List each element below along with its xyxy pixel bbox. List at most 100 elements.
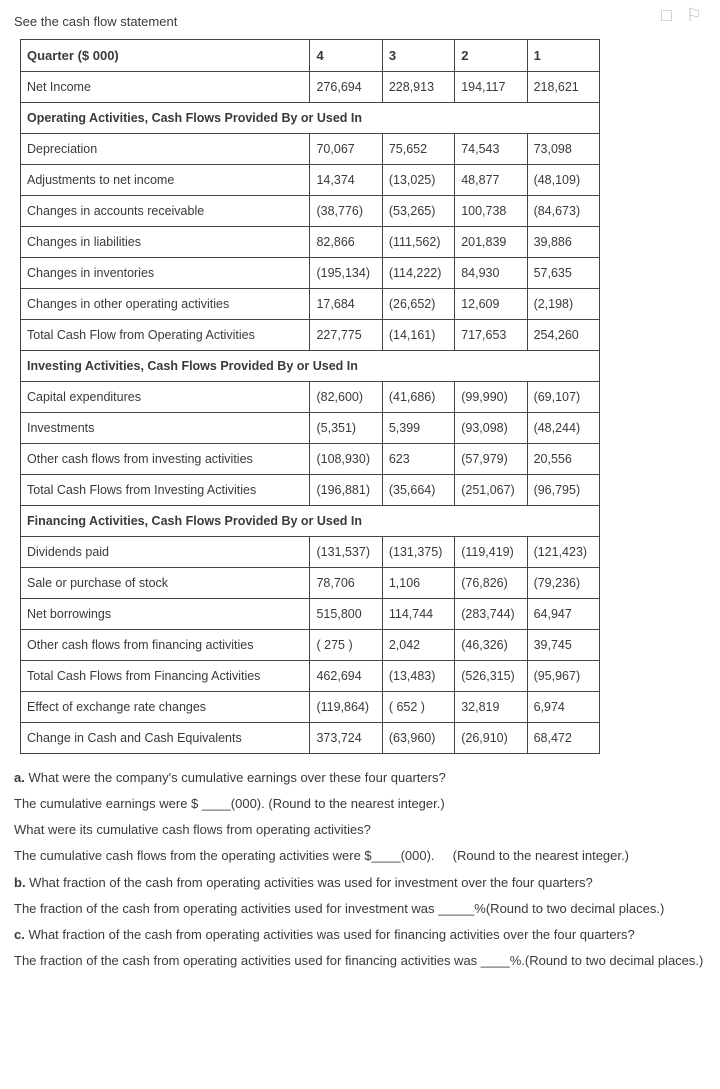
table-row: Change in Cash and Cash Equivalents373,7… — [21, 723, 600, 754]
table-row: Other cash flows from financing activiti… — [21, 630, 600, 661]
cash-flow-table: Quarter ($ 000) 4 3 2 1 Net Income 276,6… — [20, 39, 600, 754]
cell: 74,543 — [455, 134, 527, 165]
row-label: Total Cash Flows from Investing Activiti… — [21, 475, 310, 506]
cell: (131,537) — [310, 537, 382, 568]
question-a-2: What were its cumulative cash flows from… — [14, 820, 706, 840]
cell: 84,930 — [455, 258, 527, 289]
table-row: Dividends paid(131,537)(131,375)(119,419… — [21, 537, 600, 568]
question-a-1: a. What were the company's cumulative ea… — [14, 768, 706, 788]
cell: (35,664) — [382, 475, 454, 506]
header-q2: 2 — [455, 40, 527, 72]
cell: 515,800 — [310, 599, 382, 630]
answer-a-line-2: The cumulative cash flows from the opera… — [14, 846, 706, 866]
cell: 201,839 — [455, 227, 527, 258]
cell: (195,134) — [310, 258, 382, 289]
question-b-label: b. — [14, 875, 26, 890]
cell: 32,819 — [455, 692, 527, 723]
cell: 5,399 — [382, 413, 454, 444]
table-row: Total Cash Flow from Operating Activitie… — [21, 320, 600, 351]
cell: 2,042 — [382, 630, 454, 661]
table-row: Net Income 276,694 228,913 194,117 218,6… — [21, 72, 600, 103]
row-label: Other cash flows from financing activiti… — [21, 630, 310, 661]
cell: 14,374 — [310, 165, 382, 196]
cell: (99,990) — [455, 382, 527, 413]
cell: (119,864) — [310, 692, 382, 723]
table-header-row: Quarter ($ 000) 4 3 2 1 — [21, 40, 600, 72]
row-label: Total Cash Flows from Financing Activiti… — [21, 661, 310, 692]
table-row: Capital expenditures(82,600)(41,686)(99,… — [21, 382, 600, 413]
cell: 276,694 — [310, 72, 382, 103]
cell: 20,556 — [527, 444, 599, 475]
row-label: Depreciation — [21, 134, 310, 165]
table-row: Changes in inventories(195,134)(114,222)… — [21, 258, 600, 289]
cell: (5,351) — [310, 413, 382, 444]
cell: 70,067 — [310, 134, 382, 165]
cell: (95,967) — [527, 661, 599, 692]
question-a-label: a. — [14, 770, 25, 785]
cell: 78,706 — [310, 568, 382, 599]
top-toolbar: □ ⚐ — [661, 6, 702, 24]
cell: (108,930) — [310, 444, 382, 475]
cell: 100,738 — [455, 196, 527, 227]
row-label: Changes in liabilities — [21, 227, 310, 258]
cell: (111,562) — [382, 227, 454, 258]
cell: 82,866 — [310, 227, 382, 258]
cell: (283,744) — [455, 599, 527, 630]
answer-a-line-1: The cumulative earnings were $ ____(000)… — [14, 794, 706, 814]
row-label: Changes in inventories — [21, 258, 310, 289]
cell: 254,260 — [527, 320, 599, 351]
cell: (121,423) — [527, 537, 599, 568]
cell: (13,025) — [382, 165, 454, 196]
cell: 64,947 — [527, 599, 599, 630]
cell: (53,265) — [382, 196, 454, 227]
row-label: Changes in other operating activities — [21, 289, 310, 320]
row-label: Net borrowings — [21, 599, 310, 630]
section-title: Operating Activities, Cash Flows Provide… — [21, 103, 600, 134]
intro-text: See the cash flow statement — [14, 14, 706, 29]
cell: (26,910) — [455, 723, 527, 754]
cell: 57,635 — [527, 258, 599, 289]
cell: (48,244) — [527, 413, 599, 444]
header-q1: 1 — [527, 40, 599, 72]
cell: 39,886 — [527, 227, 599, 258]
cell: (57,979) — [455, 444, 527, 475]
cell: 48,877 — [455, 165, 527, 196]
answer-a-line-2a: The cumulative cash flows from the opera… — [14, 848, 435, 863]
table-row: Effect of exchange rate changes(119,864)… — [21, 692, 600, 723]
table-row: Depreciation70,06775,65274,54373,098 — [21, 134, 600, 165]
table-row: Total Cash Flows from Financing Activiti… — [21, 661, 600, 692]
cell: (251,067) — [455, 475, 527, 506]
cell: (63,960) — [382, 723, 454, 754]
bookmark-icon[interactable]: □ — [661, 6, 672, 24]
cell: 68,472 — [527, 723, 599, 754]
row-label: Changes in accounts receivable — [21, 196, 310, 227]
table-row: Net borrowings515,800114,744(283,744)64,… — [21, 599, 600, 630]
row-label: Net Income — [21, 72, 310, 103]
cell: 6,974 — [527, 692, 599, 723]
cell: (13,483) — [382, 661, 454, 692]
table-row: Other cash flows from investing activiti… — [21, 444, 600, 475]
row-label: Sale or purchase of stock — [21, 568, 310, 599]
row-label: Effect of exchange rate changes — [21, 692, 310, 723]
answer-a-line-2b: (Round to the nearest integer.) — [453, 848, 629, 863]
cell: (76,826) — [455, 568, 527, 599]
cell: (93,098) — [455, 413, 527, 444]
section-title-row: Financing Activities, Cash Flows Provide… — [21, 506, 600, 537]
section-title: Financing Activities, Cash Flows Provide… — [21, 506, 600, 537]
cell: (131,375) — [382, 537, 454, 568]
table-row: Total Cash Flows from Investing Activiti… — [21, 475, 600, 506]
cell: 114,744 — [382, 599, 454, 630]
flag-icon[interactable]: ⚐ — [686, 6, 702, 24]
table-row: Changes in liabilities82,866(111,562)201… — [21, 227, 600, 258]
cell: (48,109) — [527, 165, 599, 196]
row-label: Total Cash Flow from Operating Activitie… — [21, 320, 310, 351]
cell: 717,653 — [455, 320, 527, 351]
section-title-row: Investing Activities, Cash Flows Provide… — [21, 351, 600, 382]
question-c-text: What fraction of the cash from operating… — [25, 927, 635, 942]
cell: (196,881) — [310, 475, 382, 506]
table-row: Changes in other operating activities17,… — [21, 289, 600, 320]
row-label: Other cash flows from investing activiti… — [21, 444, 310, 475]
row-label: Adjustments to net income — [21, 165, 310, 196]
header-q3: 3 — [382, 40, 454, 72]
table-row: Investments(5,351)5,399(93,098)(48,244) — [21, 413, 600, 444]
